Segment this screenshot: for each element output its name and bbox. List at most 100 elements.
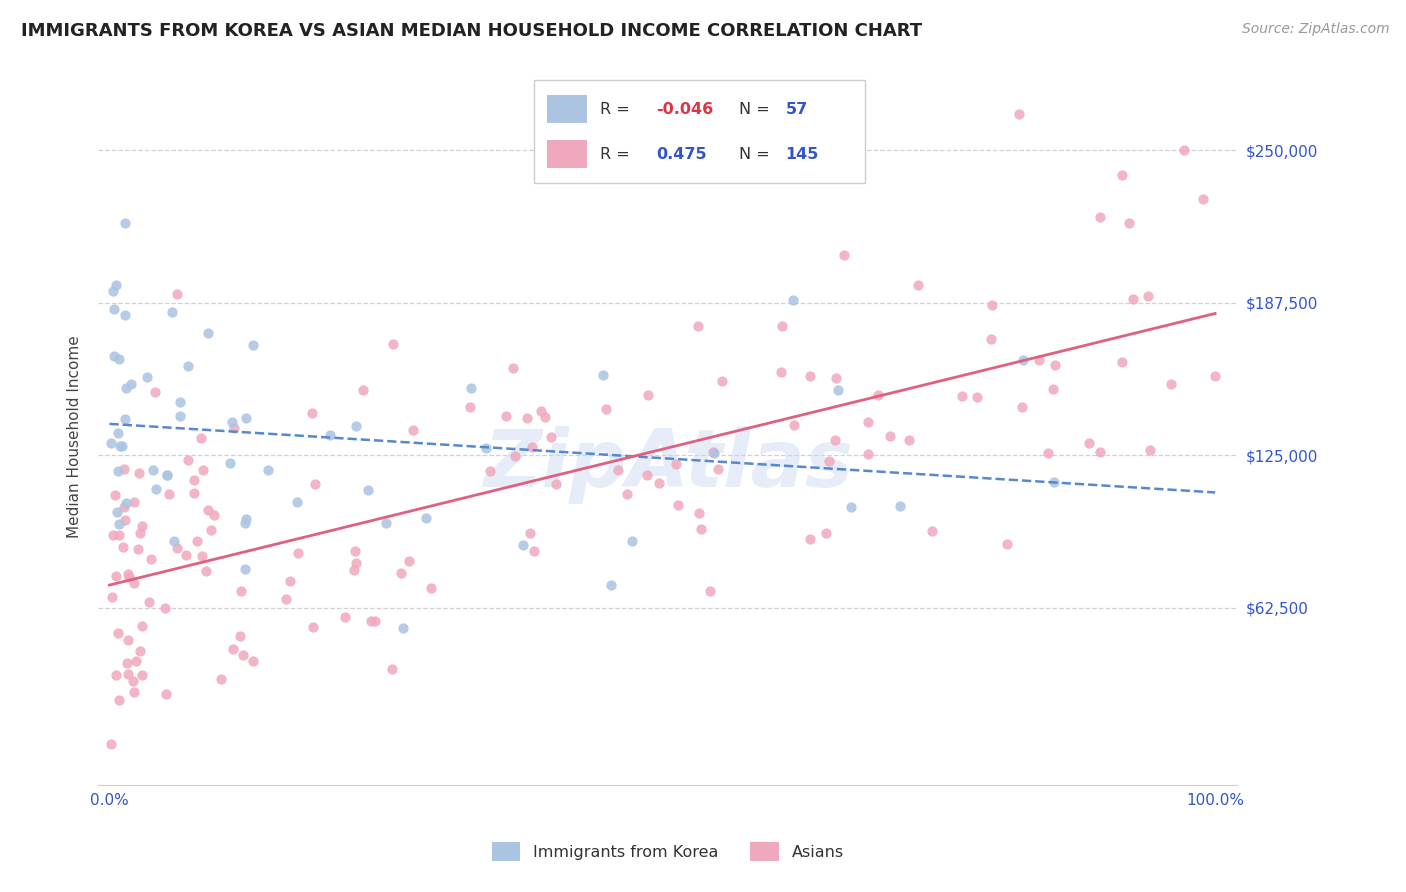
- Point: [858, 415, 880, 429]
- Point: [155, 687, 177, 701]
- Point: [204, 508, 226, 523]
- Text: Source: ZipAtlas.com: Source: ZipAtlas.com: [1241, 22, 1389, 37]
- Point: [107, 625, 129, 640]
- Point: [128, 466, 150, 480]
- Point: [907, 278, 929, 293]
- Point: [1118, 217, 1140, 231]
- Point: [304, 476, 326, 491]
- Point: [127, 541, 149, 556]
- Point: [839, 500, 862, 514]
- Point: [344, 557, 367, 571]
- Point: [352, 383, 374, 397]
- Point: [145, 482, 167, 496]
- Point: [392, 621, 415, 635]
- Point: [981, 298, 1004, 312]
- Point: [156, 467, 179, 482]
- Point: [114, 513, 136, 527]
- Point: [176, 549, 198, 563]
- Point: [108, 439, 131, 453]
- Point: [197, 503, 219, 517]
- Point: [156, 467, 179, 482]
- Point: [460, 381, 482, 395]
- Point: [420, 581, 443, 595]
- Point: [544, 477, 567, 491]
- Point: [666, 498, 689, 512]
- Point: [818, 454, 841, 468]
- Text: 0.475: 0.475: [657, 146, 707, 161]
- Point: [103, 301, 125, 316]
- Point: [1088, 210, 1111, 224]
- Point: [879, 428, 901, 442]
- Point: [108, 527, 131, 541]
- Point: [606, 463, 628, 477]
- Point: [235, 410, 257, 425]
- Point: [114, 412, 136, 426]
- Point: [703, 445, 725, 459]
- Text: IMMIGRANTS FROM KOREA VS ASIAN MEDIAN HOUSEHOLD INCOME CORRELATION CHART: IMMIGRANTS FROM KOREA VS ASIAN MEDIAN HO…: [21, 22, 922, 40]
- Point: [799, 532, 821, 546]
- Text: N =: N =: [740, 102, 770, 117]
- Point: [114, 381, 136, 395]
- Point: [105, 668, 128, 682]
- Point: [128, 643, 150, 657]
- Point: [1204, 369, 1226, 384]
- Point: [921, 524, 943, 538]
- Point: [114, 496, 136, 510]
- Point: [495, 409, 517, 424]
- Point: [783, 418, 806, 433]
- Point: [219, 456, 242, 470]
- Point: [1088, 445, 1111, 459]
- Point: [103, 284, 125, 298]
- Point: [101, 528, 124, 542]
- Point: [186, 533, 208, 548]
- Point: [105, 505, 128, 519]
- Point: [1122, 293, 1144, 307]
- Point: [222, 420, 245, 434]
- Point: [814, 526, 837, 541]
- Point: [382, 336, 405, 351]
- Point: [699, 584, 721, 599]
- Point: [402, 423, 425, 437]
- Point: [381, 661, 404, 675]
- Point: [319, 428, 342, 442]
- Point: [1028, 353, 1050, 368]
- Point: [1139, 442, 1161, 457]
- Point: [105, 568, 128, 582]
- Point: [177, 359, 200, 373]
- Point: [1136, 289, 1159, 303]
- Point: [122, 673, 145, 688]
- Point: [235, 512, 257, 526]
- Point: [1192, 192, 1215, 206]
- Point: [200, 523, 222, 537]
- Point: [1078, 435, 1101, 450]
- Point: [897, 433, 920, 447]
- Point: [194, 565, 217, 579]
- Point: [129, 525, 152, 540]
- Point: [980, 332, 1002, 346]
- Point: [1011, 352, 1033, 367]
- Point: [458, 400, 481, 414]
- Point: [690, 522, 713, 536]
- Point: [1111, 168, 1133, 182]
- Point: [302, 620, 325, 634]
- Point: [117, 632, 139, 647]
- Point: [191, 463, 214, 477]
- Point: [114, 217, 136, 231]
- Point: [131, 519, 153, 533]
- Point: [515, 411, 537, 425]
- Point: [242, 655, 264, 669]
- Point: [233, 562, 256, 576]
- Point: [242, 338, 264, 352]
- Point: [1043, 475, 1066, 490]
- Point: [108, 692, 131, 706]
- Point: [122, 494, 145, 508]
- Point: [229, 629, 252, 643]
- Text: R =: R =: [600, 146, 630, 161]
- Point: [107, 426, 129, 441]
- Point: [115, 656, 138, 670]
- Point: [1042, 382, 1064, 396]
- Point: [117, 667, 139, 681]
- Point: [233, 516, 256, 531]
- Y-axis label: Median Household Income: Median Household Income: [66, 335, 82, 539]
- Point: [169, 395, 191, 409]
